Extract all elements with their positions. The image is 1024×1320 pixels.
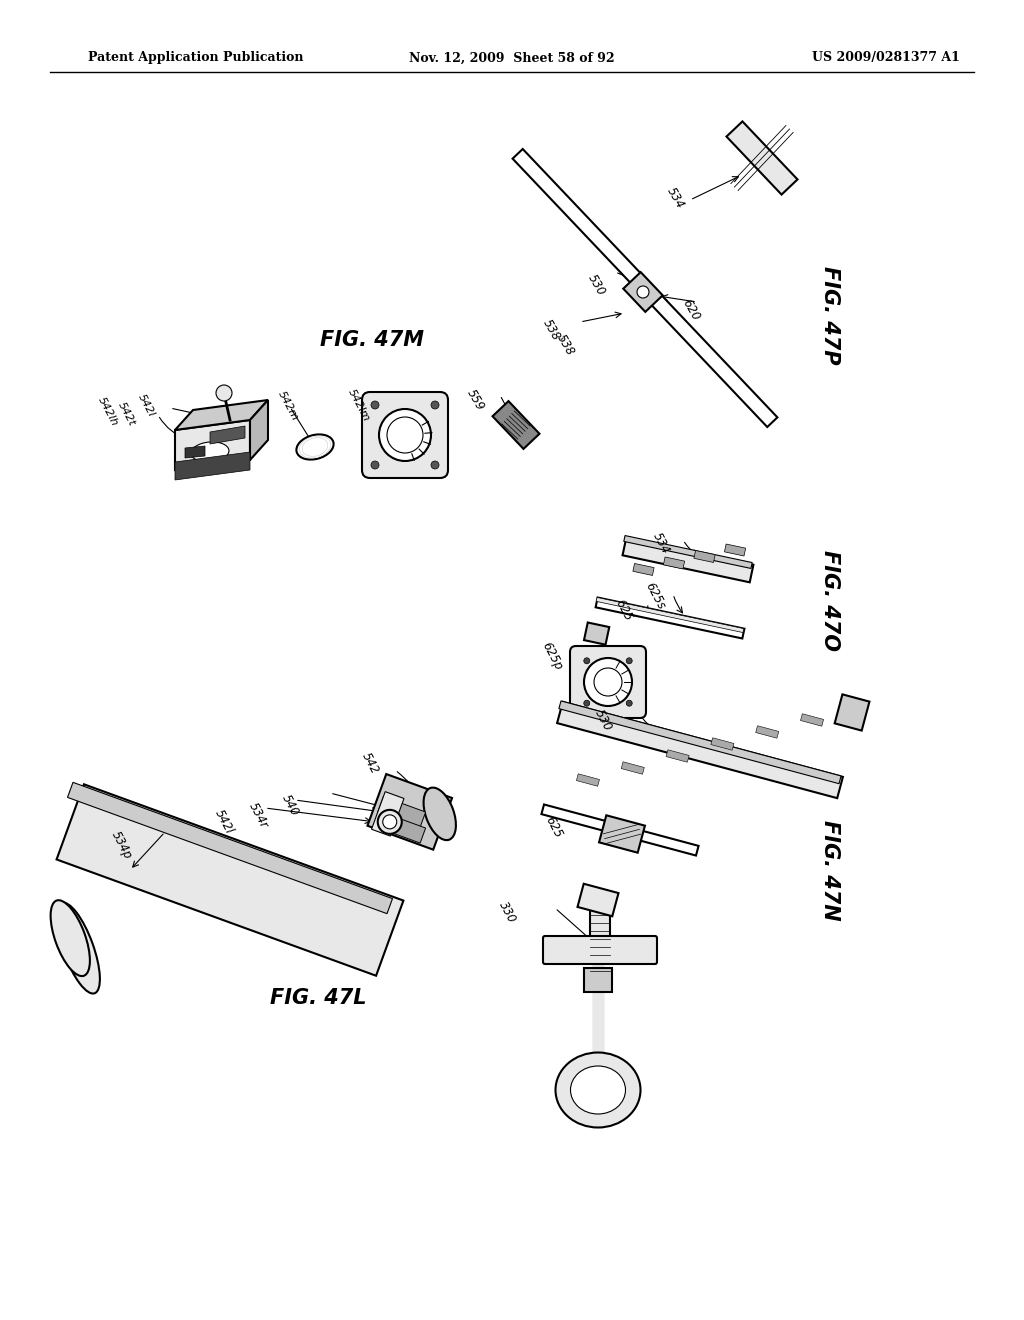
Polygon shape	[175, 400, 268, 430]
Polygon shape	[368, 774, 452, 850]
Polygon shape	[622, 762, 644, 775]
Polygon shape	[624, 536, 753, 569]
Ellipse shape	[555, 1052, 640, 1127]
Ellipse shape	[56, 903, 100, 994]
FancyBboxPatch shape	[570, 645, 646, 718]
Polygon shape	[633, 564, 654, 576]
Text: 538: 538	[554, 331, 577, 358]
Text: 530: 530	[592, 708, 614, 733]
Text: 542t: 542t	[116, 401, 136, 428]
Text: 530: 530	[586, 272, 608, 298]
Ellipse shape	[50, 900, 90, 975]
Circle shape	[627, 700, 632, 706]
FancyBboxPatch shape	[543, 936, 657, 964]
Circle shape	[431, 401, 439, 409]
Text: 625s: 625s	[642, 579, 668, 611]
Text: FIG. 47P: FIG. 47P	[820, 265, 840, 364]
Text: 559: 559	[464, 387, 486, 413]
Ellipse shape	[383, 814, 396, 829]
Polygon shape	[175, 451, 250, 480]
Polygon shape	[624, 272, 663, 312]
Text: 534r: 534r	[246, 800, 270, 830]
Text: 540: 540	[280, 792, 301, 818]
Polygon shape	[372, 792, 404, 836]
Ellipse shape	[191, 442, 229, 462]
Text: 542l: 542l	[135, 392, 156, 418]
Polygon shape	[378, 797, 426, 828]
Circle shape	[627, 657, 632, 664]
Polygon shape	[577, 774, 599, 787]
Polygon shape	[666, 750, 689, 762]
Polygon shape	[250, 400, 268, 459]
Text: 534p: 534p	[110, 829, 135, 862]
Ellipse shape	[302, 438, 328, 457]
Polygon shape	[694, 550, 715, 562]
Text: 542m: 542m	[275, 389, 300, 422]
Polygon shape	[664, 557, 685, 569]
Polygon shape	[756, 726, 779, 738]
Polygon shape	[596, 598, 743, 632]
Text: Patent Application Publication: Patent Application Publication	[88, 51, 303, 65]
Text: FIG. 47M: FIG. 47M	[319, 330, 424, 350]
Text: 534: 534	[665, 185, 687, 211]
Circle shape	[216, 385, 232, 401]
Polygon shape	[590, 909, 610, 939]
Text: 542lm: 542lm	[345, 388, 371, 424]
Text: 538': 538'	[541, 317, 564, 346]
Polygon shape	[185, 446, 205, 458]
Text: 534: 534	[650, 529, 673, 556]
Ellipse shape	[378, 810, 401, 834]
Text: FIG. 47N: FIG. 47N	[820, 820, 840, 920]
Ellipse shape	[424, 788, 456, 840]
Text: 542lh: 542lh	[95, 396, 119, 428]
Circle shape	[637, 286, 649, 298]
Polygon shape	[513, 149, 777, 426]
Text: FIG. 47O: FIG. 47O	[820, 549, 840, 651]
Polygon shape	[584, 968, 612, 993]
FancyBboxPatch shape	[362, 392, 449, 478]
Polygon shape	[210, 426, 245, 444]
Text: Nov. 12, 2009  Sheet 58 of 92: Nov. 12, 2009 Sheet 58 of 92	[410, 51, 614, 65]
Text: 625p: 625p	[540, 640, 565, 672]
Ellipse shape	[379, 409, 431, 461]
Polygon shape	[542, 804, 698, 855]
Polygon shape	[801, 714, 823, 726]
Polygon shape	[493, 401, 540, 449]
Ellipse shape	[594, 668, 622, 696]
Circle shape	[584, 657, 590, 664]
Polygon shape	[378, 813, 426, 843]
Polygon shape	[726, 121, 798, 194]
Polygon shape	[584, 623, 609, 644]
Text: 625: 625	[543, 814, 564, 840]
Circle shape	[584, 700, 590, 706]
Text: US 2009/0281377 A1: US 2009/0281377 A1	[812, 51, 961, 65]
Polygon shape	[835, 694, 869, 730]
Polygon shape	[578, 884, 618, 916]
Polygon shape	[724, 544, 745, 556]
Polygon shape	[559, 701, 841, 784]
Polygon shape	[68, 783, 392, 913]
Text: 330: 330	[497, 899, 518, 925]
Polygon shape	[623, 537, 754, 582]
Circle shape	[371, 401, 379, 409]
Text: 625: 625	[612, 597, 634, 623]
Ellipse shape	[299, 436, 331, 458]
Polygon shape	[599, 816, 645, 853]
Circle shape	[371, 461, 379, 469]
Text: 542: 542	[359, 750, 381, 776]
Text: 620: 620	[679, 297, 701, 322]
Polygon shape	[711, 738, 734, 750]
Circle shape	[431, 461, 439, 469]
Polygon shape	[557, 702, 843, 799]
Polygon shape	[596, 598, 744, 639]
Text: FIG. 47L: FIG. 47L	[270, 987, 367, 1008]
Ellipse shape	[296, 434, 334, 459]
Ellipse shape	[387, 417, 423, 453]
Text: 542l: 542l	[212, 807, 236, 836]
Ellipse shape	[584, 657, 632, 706]
Polygon shape	[56, 784, 403, 975]
Ellipse shape	[570, 1067, 626, 1114]
Polygon shape	[175, 420, 250, 470]
